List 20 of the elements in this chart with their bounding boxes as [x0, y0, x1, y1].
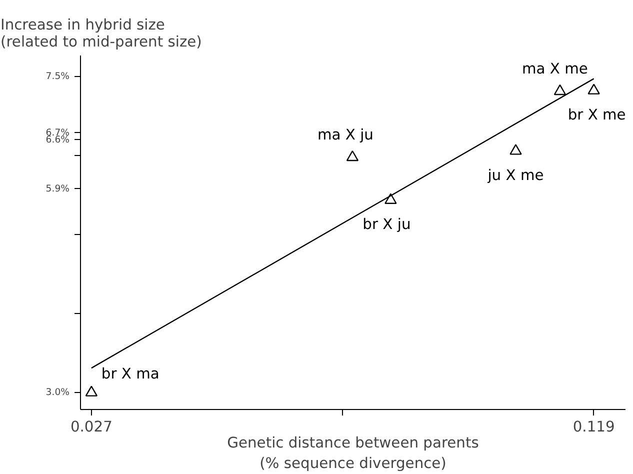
annotation: ju X me [486, 167, 544, 184]
x-axis-title: Genetic distance between parents (% sequence divergence) [227, 434, 479, 472]
y-tick-label: 7.5% [46, 71, 70, 82]
point [588, 84, 600, 94]
point [510, 144, 522, 155]
x-tick-label: 0.027 [70, 418, 112, 436]
point [85, 386, 98, 396]
point [554, 84, 566, 96]
x-tick-label: 0.119 [572, 418, 615, 436]
point [346, 150, 359, 162]
annotation: br X ju [362, 216, 411, 234]
y-axis-title: Increase in hybrid size (related to mid-parent size) [0, 16, 202, 50]
annotation: ma X me [522, 60, 588, 78]
annotation: br X ma [101, 366, 160, 383]
y-tick-label: 6.6% [46, 134, 70, 146]
annotation: br X me [568, 106, 626, 124]
y-tick-label: 5.9% [46, 183, 70, 194]
annotation: ma X ju [317, 126, 374, 144]
y-tick-label: 3.0% [46, 387, 70, 398]
point [384, 193, 397, 204]
